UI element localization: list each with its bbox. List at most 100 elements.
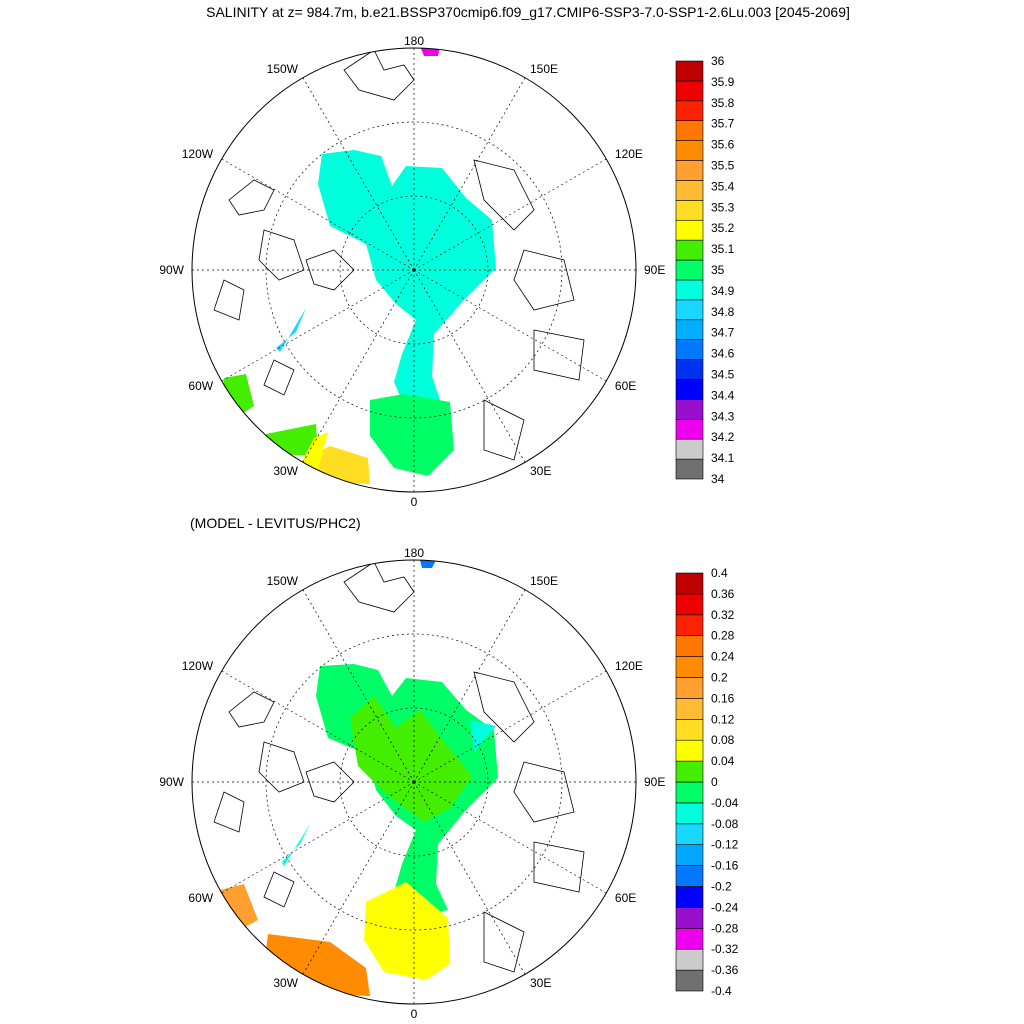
colorbar-box [675, 160, 704, 181]
map-interior [192, 560, 636, 1004]
colorbar-tick-label: -0.2 [711, 880, 732, 894]
region-baffin-bay [276, 308, 306, 352]
colorbar-box [675, 844, 704, 866]
lon-label: 30E [530, 976, 551, 990]
colorbar-tick-label: -0.04 [711, 796, 739, 810]
colorbar-box [675, 969, 704, 992]
region-labrador-sea [218, 884, 258, 932]
colorbar-box [675, 200, 704, 221]
lon-label: 60E [615, 891, 636, 905]
panel1-title: SALINITY at z= 984.7m, b.e21.BSSP370cmip… [206, 4, 850, 20]
coastline [343, 49, 415, 101]
coastline [258, 229, 305, 281]
meridian-line [221, 158, 415, 271]
coastline [228, 179, 275, 216]
lon-label: 120E [615, 659, 643, 673]
region-arctic-core [350, 696, 472, 822]
lon-label: 30W [273, 976, 298, 990]
coastline [263, 359, 295, 396]
colorbar-tick-label: 34.7 [711, 326, 735, 340]
colorbar-tick-label: -0.28 [711, 921, 739, 935]
colorbar-difference: -0.4 -0.36 -0.32 -0.28 -0.24 -0.2 -0.16 -0.12 -0… [675, 566, 739, 998]
lon-label: 90W [159, 775, 184, 789]
meridian-line [413, 269, 526, 463]
coastline [533, 329, 585, 381]
colorbar-tick-label: 34.5 [711, 368, 735, 382]
colorbar-tick-label: 0.28 [711, 629, 735, 643]
colorbar-tick-label: 34.3 [711, 409, 735, 423]
meridian-line [413, 77, 526, 271]
colorbar-tick-label: 0.04 [711, 754, 735, 768]
meridian-line [221, 781, 415, 894]
lon-label: 150E [530, 62, 558, 76]
meridian-line [221, 269, 415, 382]
coastline [483, 399, 525, 461]
meridian-line [302, 589, 415, 783]
lon-label: 30E [530, 464, 551, 478]
region-nordic-seas [364, 882, 450, 980]
latitude-circle [339, 707, 489, 857]
colorbar-tick-label: 0.4 [711, 566, 728, 580]
colorbar-box [675, 802, 704, 825]
meridian-line [413, 158, 607, 271]
colorbar-box [675, 259, 704, 281]
region-arctic-basin [318, 150, 496, 410]
colorbar-tick-label: 0.36 [711, 587, 735, 601]
coastline [305, 761, 355, 803]
colorbar-tick-label: 35.2 [711, 221, 735, 235]
lon-label: 60W [188, 379, 213, 393]
colorbar-box [675, 677, 704, 699]
colorbar-box [675, 60, 704, 82]
colorbar-box [675, 739, 704, 762]
latitude-circle [339, 195, 489, 345]
lon-label: 180 [404, 34, 424, 48]
colorbar-box [675, 438, 704, 460]
colorbar-tick-label: -0.36 [711, 963, 739, 977]
map-border [191, 47, 637, 493]
region-bering-patch [420, 560, 436, 568]
colorbar-box [675, 760, 704, 783]
colorbar-tick-label: -0.4 [711, 984, 732, 998]
colorbar-tick-label: 35.4 [711, 179, 735, 193]
lon-label: 90E [644, 775, 665, 789]
coastline [228, 691, 275, 728]
colorbar-box [675, 718, 704, 741]
region-nordic-seas [370, 394, 454, 476]
colorbar-tick-label: 0.32 [711, 608, 735, 622]
coastline [305, 249, 355, 291]
colorbar-tick-label: 35.7 [711, 117, 735, 131]
lon-label: 150E [530, 574, 558, 588]
lon-label: 120W [182, 659, 214, 673]
colorbar-box [675, 339, 704, 360]
meridian-line [413, 670, 607, 783]
colorbar-tick-label: -0.16 [711, 859, 739, 873]
colorbar-box [675, 593, 704, 616]
lon-label: 120E [615, 147, 643, 161]
region-north-atlantic-2 [302, 432, 328, 470]
coastline [213, 279, 245, 321]
meridian-line [302, 269, 415, 463]
colorbar-box [675, 635, 704, 657]
colorbar-box [675, 698, 704, 720]
coastline [473, 671, 535, 743]
lon-label: 180 [404, 546, 424, 560]
colorbar-box [675, 379, 704, 400]
colorbar-tick-label: 35.9 [711, 75, 735, 89]
coastline [473, 159, 535, 231]
colorbar-tick-label: 36 [711, 54, 725, 68]
meridian-line [413, 781, 607, 894]
map-panel-salinity: 180 150E 120E 90E 60E 30E 0 30W 60W 90W 120W 150W [159, 34, 665, 509]
coastline [213, 791, 245, 833]
meridian-line [302, 781, 415, 975]
coastline [513, 761, 575, 823]
colorbar-tick-label: 34 [711, 472, 725, 486]
region-baffin-bay [282, 824, 310, 866]
lon-label: 0 [411, 1007, 418, 1021]
colorbar-tick-label: 0.2 [711, 671, 728, 685]
colorbar-box [675, 823, 704, 845]
colorbar-tick-label: 34.4 [711, 388, 735, 402]
meridian-line [302, 77, 415, 271]
colorbar-box [675, 219, 704, 241]
region-labrador-sea [222, 374, 254, 418]
